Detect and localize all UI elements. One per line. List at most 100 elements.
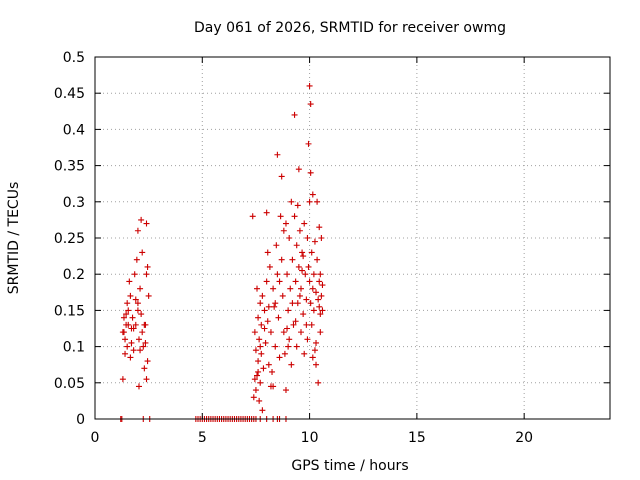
data-point: [316, 224, 323, 231]
data-point: [299, 267, 306, 274]
data-point: [275, 314, 282, 321]
data-point: [306, 278, 313, 285]
data-point: [130, 347, 137, 354]
data-point: [293, 242, 300, 249]
data-point: [282, 220, 289, 227]
data-point: [319, 307, 326, 314]
data-point: [314, 256, 321, 263]
data-point: [262, 339, 269, 346]
data-point: [254, 372, 261, 379]
data-point: [252, 347, 259, 354]
data-point: [134, 227, 141, 234]
y-tick-label: 0.4: [63, 122, 85, 138]
data-point: [296, 227, 303, 234]
data-point: [119, 376, 126, 383]
data-point: [319, 282, 326, 289]
data-point: [313, 289, 320, 296]
data-point: [144, 358, 151, 365]
data-point: [140, 343, 147, 350]
data-point: [142, 321, 149, 328]
data-point: [120, 314, 127, 321]
data-point: [258, 350, 265, 357]
data-point: [317, 329, 324, 336]
data-point: [291, 213, 298, 220]
data-point: [307, 300, 314, 307]
data-point: [295, 166, 302, 173]
data-point: [264, 318, 271, 325]
data-point: [137, 285, 144, 292]
data-point: [300, 311, 307, 318]
y-tick-label: 0.5: [63, 50, 85, 66]
data-point: [272, 300, 279, 307]
data-point: [134, 307, 141, 314]
data-point: [276, 278, 283, 285]
data-point: [138, 216, 145, 223]
data-point: [299, 249, 306, 256]
data-point: [274, 151, 281, 158]
y-tick-label: 0: [76, 412, 85, 428]
data-point: [291, 111, 298, 118]
data-point: [287, 285, 294, 292]
data-point: [292, 278, 299, 285]
y-axis-ticks: 0 0.05 0.1 0.15 0.2 0.25 0.3 0.35 0.4 0.45 0.5: [54, 50, 610, 428]
y-axis-label: SRMTID / TECUs: [6, 182, 22, 295]
data-point: [264, 249, 271, 256]
data-point: [255, 314, 262, 321]
data-point: [302, 271, 309, 278]
data-point: [251, 329, 258, 336]
data-point: [317, 271, 324, 278]
data-point: [124, 343, 131, 350]
data-point: [139, 249, 146, 256]
data-point: [295, 263, 302, 270]
data-point: [133, 256, 140, 263]
data-point: [276, 354, 283, 361]
data-point: [304, 336, 311, 343]
data-point: [286, 336, 293, 343]
data-point: [284, 271, 291, 278]
data-point: [125, 321, 132, 328]
data-point: [251, 376, 258, 383]
data-point: [288, 361, 295, 368]
data-point: [304, 235, 311, 241]
data-point: [292, 318, 299, 325]
data-point: [263, 278, 270, 285]
data-point: [308, 321, 315, 328]
y-tick-label: 0.3: [63, 195, 85, 211]
data-point: [135, 336, 142, 343]
data-point: [305, 140, 312, 147]
data-point: [285, 343, 292, 350]
data-point: [277, 213, 284, 220]
data-point: [257, 343, 264, 350]
data-point: [267, 383, 274, 390]
data-point: [126, 278, 133, 285]
data-point: [303, 321, 310, 328]
y-tick-label: 0.2: [63, 267, 85, 283]
data-point: [300, 253, 307, 260]
data-point: [127, 292, 134, 299]
data-point: [249, 213, 256, 220]
data-point: [124, 300, 131, 307]
data-point: [314, 198, 321, 205]
data-point: [256, 397, 263, 404]
data-point: [288, 198, 295, 205]
data-point: [311, 238, 318, 245]
data-point: [298, 285, 304, 292]
data-point: [122, 350, 129, 357]
data-point: [309, 285, 316, 292]
data-point: [257, 300, 264, 307]
data-point: [293, 343, 300, 350]
data-point: [316, 303, 323, 310]
y-tick-label: 0.15: [54, 303, 85, 319]
data-point: [298, 329, 304, 336]
data-point: [269, 368, 276, 375]
data-point: [142, 339, 149, 346]
data-point: [305, 263, 312, 270]
data-point: [134, 300, 141, 307]
x-tick-label: 5: [198, 430, 207, 446]
data-point: [310, 271, 317, 278]
data-point: [285, 307, 292, 314]
data-point: [274, 271, 281, 278]
data-point: [130, 325, 137, 332]
data-point: [256, 336, 263, 343]
data-point: [252, 387, 259, 394]
